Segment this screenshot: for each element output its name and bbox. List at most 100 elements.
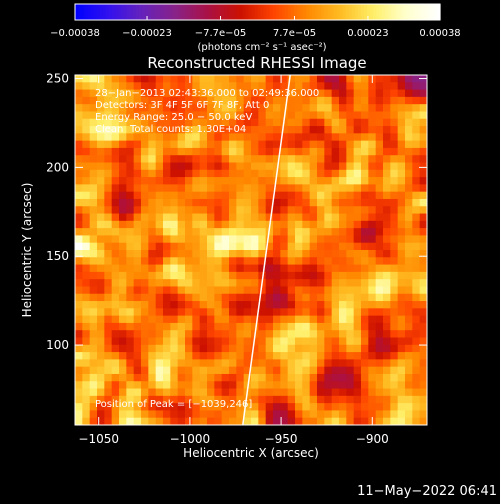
heatmap-cell [368,111,377,120]
heatmap-cell [148,403,157,411]
heatmap-cell [170,286,179,295]
heatmap-cell [207,96,215,105]
heatmap-cell [119,417,127,425]
colorbar-cell [415,4,420,20]
heatmap-cell [126,82,135,91]
heatmap-cell [221,286,230,295]
heatmap-cell [390,279,399,287]
colorbar-cell [102,4,107,20]
heatmap-cell [287,184,296,193]
heatmap-cell [111,293,120,302]
heatmap-cell [331,366,340,375]
heatmap-cell [214,133,223,142]
heatmap-cell [243,344,252,353]
heatmap-cell [163,403,171,411]
colorbar-cell [385,4,389,20]
heatmap-cell [258,228,267,236]
heatmap-cell [192,198,201,207]
heatmap-cell [405,75,413,83]
heatmap-cell [265,82,274,91]
heatmap-cell [258,315,267,324]
heatmap-cell [375,359,384,368]
heatmap-cell [258,352,267,360]
heatmap-cell [353,155,362,163]
heatmap-cell [317,126,325,134]
heatmap-cell [390,140,399,149]
heatmap-cell [339,104,347,112]
heatmap-cell [199,366,208,375]
heatmap-cell [97,359,105,368]
heatmap-cell [375,118,384,127]
heatmap-cell [104,198,113,207]
heatmap-cell [89,111,98,120]
heatmap-cell [104,242,113,251]
colorbar-cell [388,4,392,20]
heatmap-cell [97,293,105,302]
heatmap-cell [82,220,91,229]
heatmap-cell [170,381,179,390]
heatmap-cell [412,228,421,236]
heatmap-cell [397,220,406,229]
heatmap-cell [97,322,105,331]
heatmap-cell [163,417,171,425]
heatmap-cell [148,133,157,142]
heatmap-cell [229,75,237,83]
heatmap-cell [185,213,193,222]
heatmap-cell [75,359,83,368]
heatmap-cell [375,198,384,207]
heatmap-cell [170,140,179,149]
colorbar-cell [257,4,262,20]
heatmap-cell [243,228,252,236]
heatmap-cell [163,410,171,419]
colorbar-cell [224,4,228,20]
heatmap-cell [243,169,252,178]
heatmap-cell [353,315,362,324]
heatmap-cell [258,118,267,127]
heatmap-cell [148,96,157,105]
heatmap-cell [405,191,413,200]
heatmap-cell [155,228,164,236]
heatmap-cell [295,322,303,331]
heatmap-cell [419,250,427,258]
heatmap-cell [141,301,149,309]
heatmap-cell [119,293,127,302]
heatmap-cell [302,162,311,171]
heatmap-cell [126,75,135,83]
heatmap-cell [339,308,347,317]
colorbar-cell [254,4,259,20]
heatmap-cell [163,366,171,375]
heatmap-cell [324,293,333,302]
colorbar-cell [342,4,347,20]
colorbar-cell [376,4,380,20]
heatmap-cell [280,206,289,215]
heatmap-cell [361,162,369,171]
heatmap-cell [302,373,311,382]
heatmap-cell [133,308,142,317]
heatmap-cell [302,213,311,222]
heatmap-cell [419,191,427,200]
heatmap-cell [199,301,208,309]
heatmap-cell [397,235,406,244]
colorbar-cell [184,4,189,20]
heatmap-cell [170,417,179,425]
heatmap-cell [280,140,289,149]
heatmap-cell [214,388,223,397]
heatmap-cell [236,213,245,222]
heatmap-cell [75,279,83,287]
heatmap-cell [273,417,281,425]
heatmap-cell [75,104,83,112]
heatmap-cell [170,315,179,324]
heatmap-cell [170,228,179,236]
heatmap-cell [221,395,230,404]
heatmap-cell [141,82,149,91]
heatmap-cell [104,359,113,368]
heatmap-cell [390,330,399,338]
heatmap-cell [265,308,274,317]
heatmap-cell [375,206,384,215]
heatmap-cell [258,177,267,185]
heatmap-cell [221,133,230,142]
heatmap-cell [229,410,237,419]
heatmap-cell [207,308,215,317]
heatmap-cell [273,293,281,302]
